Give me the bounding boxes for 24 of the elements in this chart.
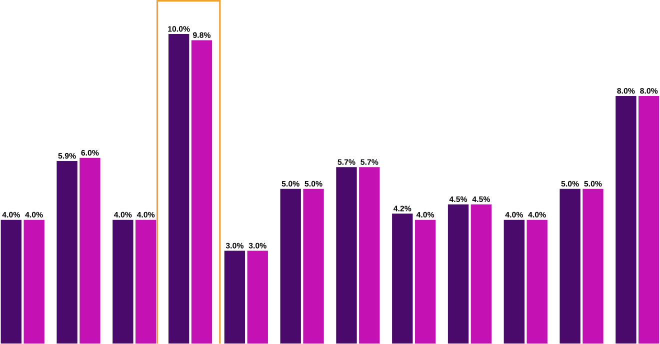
bar	[303, 189, 324, 344]
bar	[168, 34, 190, 344]
bar	[616, 96, 636, 344]
bar	[414, 220, 436, 344]
bar	[392, 214, 413, 344]
bar	[56, 161, 78, 344]
bar	[504, 220, 525, 344]
bar	[24, 220, 44, 344]
bar	[582, 189, 604, 344]
bar	[112, 220, 134, 344]
bar	[336, 167, 357, 344]
bar	[80, 158, 100, 344]
bar	[191, 40, 212, 344]
bar	[470, 204, 492, 344]
bar	[359, 167, 380, 344]
bar	[280, 189, 301, 344]
bar	[638, 96, 660, 344]
bar	[224, 250, 246, 344]
bar	[526, 220, 548, 344]
bar	[136, 220, 156, 344]
bar	[247, 250, 268, 344]
bar	[560, 189, 580, 344]
bar	[448, 204, 469, 344]
bar	[0, 220, 22, 344]
